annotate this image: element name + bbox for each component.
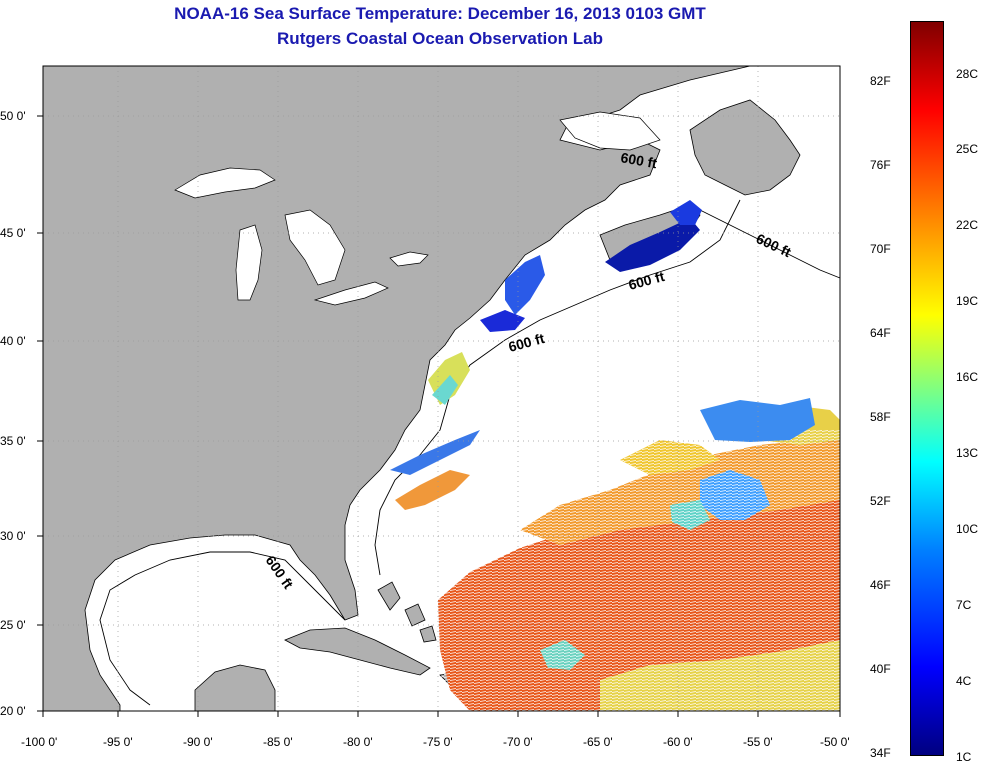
map-subtitle: Rutgers Coastal Ocean Observation Lab xyxy=(277,29,603,48)
colorbar-c-label: 16C xyxy=(956,370,979,384)
colorbar-c-label: 10C xyxy=(956,522,979,536)
lon-tick-label: -65 0' xyxy=(583,735,613,749)
lat-tick-label: 35 0' xyxy=(0,434,26,448)
colorbar-f-label: 58F xyxy=(870,410,891,424)
colorbar-f-label: 52F xyxy=(870,494,891,508)
map-title: NOAA-16 Sea Surface Temperature: Decembe… xyxy=(174,4,706,23)
colorbar-f-label: 70F xyxy=(870,242,891,256)
colorbar-f-label: 82F xyxy=(870,74,891,88)
newfoundland xyxy=(689,99,801,196)
colorbar-c-label: 4C xyxy=(956,674,972,688)
colorbar-c-label: 7C xyxy=(956,598,972,612)
depth-contours xyxy=(99,199,841,706)
contour-atlantic xyxy=(374,199,741,576)
lake-superior xyxy=(174,167,276,199)
lon-tick-label: -95 0' xyxy=(103,735,133,749)
lake-erie xyxy=(313,281,389,306)
sst-gulf-of-maine-blue xyxy=(480,310,525,332)
colorbar-f-label: 40F xyxy=(870,662,891,676)
colorbar-c-label: 25C xyxy=(956,142,979,156)
contour-label: 600 ft xyxy=(619,149,658,171)
sst-swath-striping xyxy=(438,430,840,711)
great-lakes xyxy=(174,111,661,306)
lat-tick-label: 30 0' xyxy=(0,529,26,543)
colorbar-c-label: 13C xyxy=(956,446,979,460)
sst-scotian-dark xyxy=(605,218,700,272)
sst-scotian-blue xyxy=(670,200,702,225)
sst-data xyxy=(390,200,840,711)
lon-tick-label: -50 0' xyxy=(820,735,850,749)
colorbar-c-label: 28C xyxy=(956,67,979,81)
lon-tick-label: -75 0' xyxy=(423,735,453,749)
sst-northwest-speckle xyxy=(700,398,815,442)
sst-chesapeake-cyan xyxy=(432,375,458,405)
colorbar-f-label: 64F xyxy=(870,326,891,340)
temperature-colorbar xyxy=(910,21,944,756)
lat-tick-label: 45 0' xyxy=(0,226,26,240)
colorbar-c-label: 1C xyxy=(956,750,972,764)
lon-tick-label: -90 0' xyxy=(183,735,213,749)
lon-tick-label: -55 0' xyxy=(743,735,773,749)
sst-gulfstream-blue xyxy=(390,430,480,475)
sst-gulfstream-orange xyxy=(395,470,470,510)
lake-michigan xyxy=(235,224,263,301)
lon-tick-label: -80 0' xyxy=(343,735,373,749)
lake-ontario xyxy=(389,251,429,267)
colorbar-c-label: 22C xyxy=(956,218,979,232)
cuba xyxy=(284,627,431,676)
lat-tick-label: 40 0' xyxy=(0,334,26,348)
lat-tick-label: 50 0' xyxy=(0,109,26,123)
colorbar-f-label: 34F xyxy=(870,746,891,760)
st-lawrence-gulf xyxy=(559,111,661,151)
lon-tick-label: -70 0' xyxy=(503,735,533,749)
lake-huron xyxy=(284,209,346,286)
tick-marks xyxy=(37,115,841,717)
lon-tick-label: -100 0' xyxy=(21,735,57,749)
map-frame xyxy=(42,65,841,712)
bahamas xyxy=(377,581,437,643)
lon-tick-label: -85 0' xyxy=(263,735,293,749)
colorbar-c-label: 19C xyxy=(956,294,979,308)
colorbar-f-label: 46F xyxy=(870,578,891,592)
contour-northeast xyxy=(699,209,841,279)
contour-gulf xyxy=(99,551,346,706)
lat-tick-label: 25 0' xyxy=(0,618,26,632)
lat-tick-label: 20 0' xyxy=(0,704,26,718)
lon-tick-label: -60 0' xyxy=(663,735,693,749)
colorbar-f-label: 76F xyxy=(870,158,891,172)
sst-shelf-blue-ne xyxy=(505,255,545,315)
